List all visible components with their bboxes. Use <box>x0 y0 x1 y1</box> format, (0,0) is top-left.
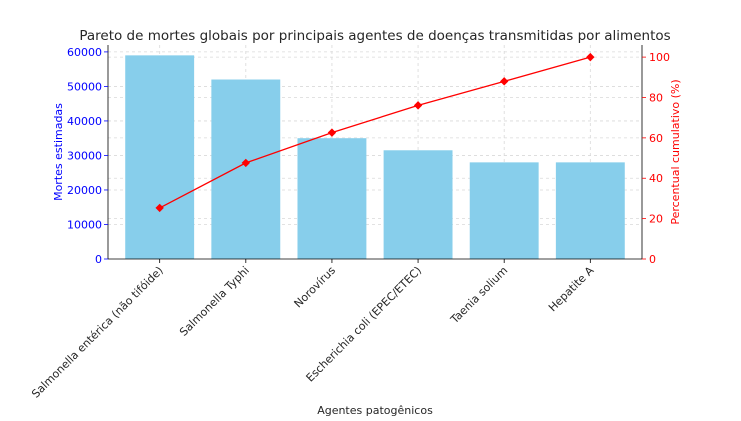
bar-1 <box>211 79 281 259</box>
bars <box>125 55 625 259</box>
y-tick-label-right-1: 20 <box>649 213 663 226</box>
bar-5 <box>555 162 625 259</box>
x-tick-label-0: Salmonella entérica (não tifóide) <box>29 264 166 401</box>
x-axis-label: Agentes patogênicos <box>317 404 433 417</box>
bar-4 <box>469 162 539 259</box>
cumulative-point-2 <box>327 128 337 137</box>
y-tick-label-right-3: 60 <box>649 132 663 145</box>
y-tick-label-right-2: 40 <box>649 172 663 185</box>
x-tick-label-2: Norovírus <box>292 264 339 311</box>
y-tick-label-left-6: 60000 <box>67 46 102 59</box>
cumulative-point-1 <box>241 158 251 168</box>
y-tick-label-left-2: 20000 <box>67 184 102 197</box>
bar-2 <box>297 138 367 259</box>
y-tick-label-left-4: 40000 <box>67 115 102 128</box>
bar-0 <box>125 55 195 259</box>
x-tick-label-1: Salmonella Typhi <box>177 264 252 339</box>
chart-title: Pareto de mortes globais por principais … <box>79 28 670 44</box>
y-tick-label-right-0: 0 <box>649 253 656 266</box>
x-tick-label-5: Hepatite A <box>546 264 597 315</box>
cumulative-point-5 <box>586 52 595 62</box>
cumulative-point-4 <box>499 77 509 86</box>
bar-3 <box>383 150 453 259</box>
y-tick-label-right-5: 100 <box>649 51 670 64</box>
y-tick-label-right-4: 80 <box>649 91 663 104</box>
y-tick-label-left-1: 10000 <box>67 218 102 231</box>
x-tick-label-4: Taenia solium <box>447 264 510 327</box>
cumulative-polyline <box>159 56 591 209</box>
grid <box>108 45 642 259</box>
cumulative-line <box>155 52 595 213</box>
y-axis-label-left: Mortes estimadas <box>52 103 65 201</box>
y-axis-label-right: Percentual cumulativo (%) <box>669 79 682 224</box>
cumulative-point-3 <box>413 101 423 110</box>
y-tick-label-left-0: 0 <box>95 253 102 266</box>
y-tick-label-left-5: 50000 <box>67 80 102 93</box>
y-tick-label-left-3: 30000 <box>67 149 102 162</box>
cumulative-point-0 <box>155 203 164 213</box>
